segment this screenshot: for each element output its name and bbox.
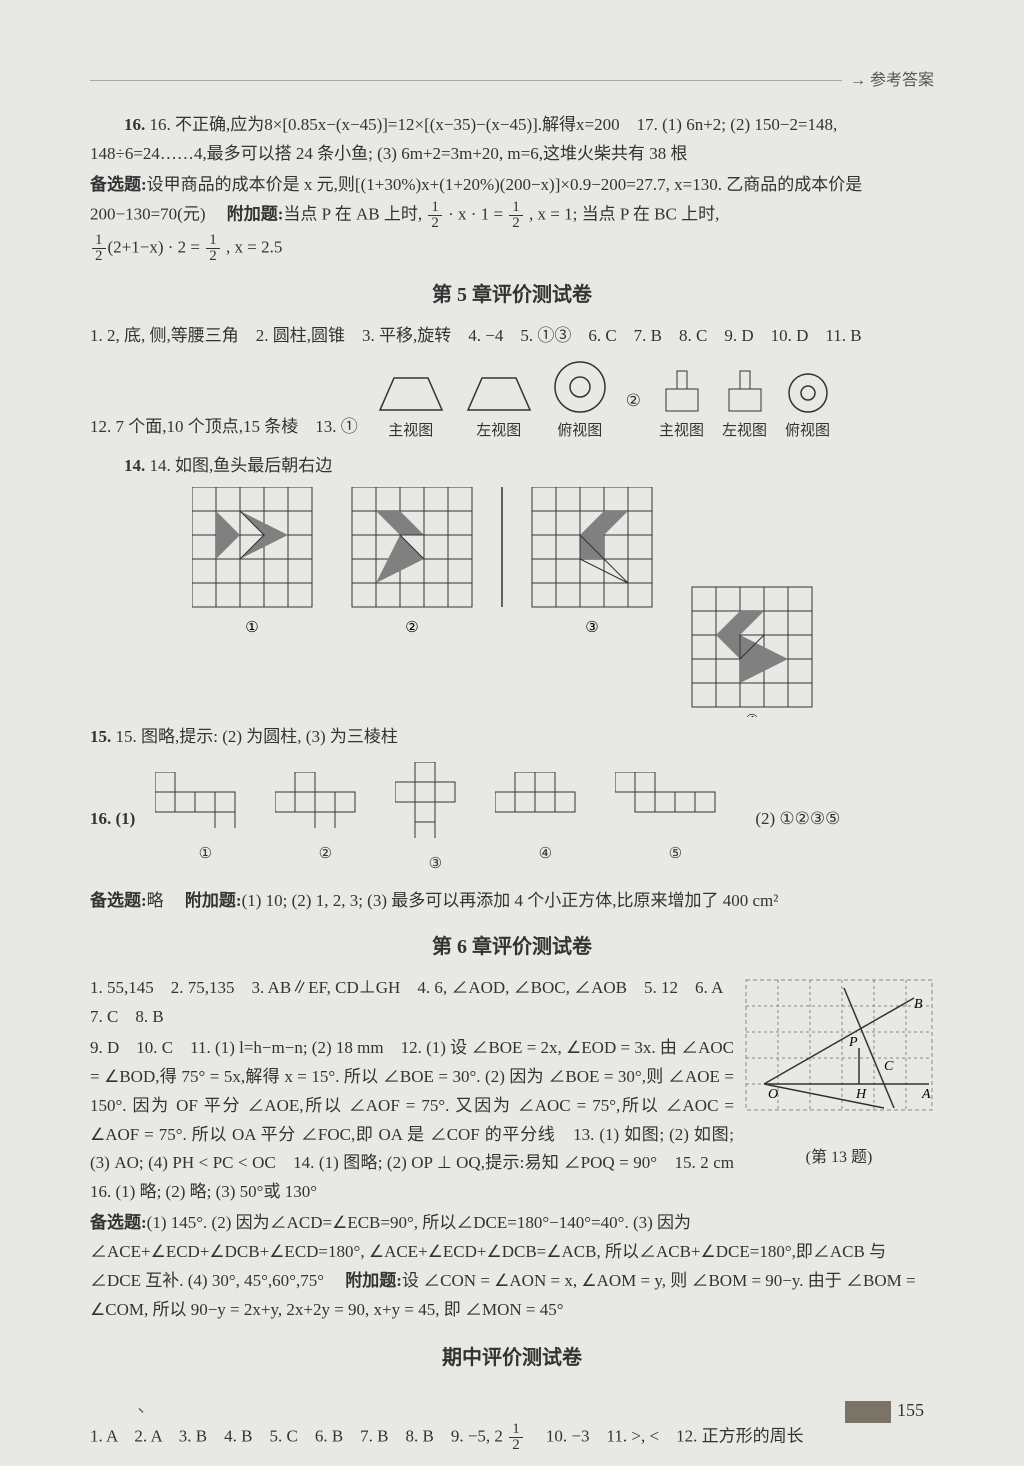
q16-end: (2) ①②③⑤ xyxy=(755,805,840,834)
fish-d-label: ④ xyxy=(745,713,758,717)
left-view-2: 左视图 xyxy=(722,367,767,445)
front-view-2: 主视图 xyxy=(659,367,704,445)
net-2: ② xyxy=(275,772,375,867)
ch5-q16-row: 16. (1) ① ② xyxy=(90,762,934,877)
top-view-2: 俯视图 xyxy=(785,371,830,445)
svg-text:C: C xyxy=(884,1059,894,1074)
svg-text:O: O xyxy=(768,1087,778,1102)
circ2-label: ② xyxy=(626,387,641,416)
header-label: →参考答案 xyxy=(842,67,934,94)
ch6-line3: 备选题:(1) 145°. (2) 因为∠ACD=∠ECB=90°, 所以∠DC… xyxy=(90,1209,934,1325)
page-number: 155 xyxy=(845,1395,924,1426)
q13-figure: O H A B C P (第 13 题) xyxy=(744,978,934,1171)
ch5-line15: 15. 15. 图略,提示: (2) 为圆柱, (3) 为三棱柱 xyxy=(90,723,934,752)
header-rule: →参考答案 xyxy=(90,80,934,81)
svg-text:B: B xyxy=(914,997,923,1012)
svg-text:③: ③ xyxy=(585,620,598,636)
mid-title: 期中评价测试卷 xyxy=(90,1341,934,1375)
left-view-1: 左视图 xyxy=(464,370,534,445)
svg-text:②: ② xyxy=(405,620,418,636)
front-view-1: 主视图 xyxy=(376,370,446,445)
bonus-block1: 备选题:设甲商品的成本价是 x 元,则[(1+30%)x+(1+20%)(200… xyxy=(90,171,934,231)
net-1: ① xyxy=(155,772,255,867)
svg-text:①: ① xyxy=(245,620,258,636)
ch5-line14: 14. 14. 如图,鱼头最后朝右边 xyxy=(90,452,934,481)
svg-text:P: P xyxy=(848,1035,858,1050)
fish-grids: ① ② ③ ④ xyxy=(90,487,934,717)
svg-text:H: H xyxy=(855,1087,867,1102)
ch5-title: 第 5 章评价测试卷 xyxy=(90,278,934,312)
top-view-1: 俯视图 xyxy=(552,359,608,445)
net-5: ⑤ xyxy=(615,772,735,867)
ch5-line1: 1. 2, 底, 侧,等腰三角 2. 圆柱,圆锥 3. 平移,旋转 4. −4 … xyxy=(90,322,934,351)
mid-line1: 1. A 2. A 3. B 4. B 5. C 6. B 7. B 8. B … xyxy=(90,1422,934,1453)
bonus-block1-b: 12(2+1−x) · 2 = 12 , x = 2.5 xyxy=(90,233,934,264)
stray-mark: ﹑ xyxy=(130,1385,934,1422)
svg-text:A: A xyxy=(921,1087,931,1102)
content: 16. 16. 不正确,应为8×[0.85x−(x−45)]=12×[(x−35… xyxy=(90,111,934,1453)
ch5-bonus: 备选题:略 附加题:(1) 10; (2) 1, 2, 3; (3) 最多可以再… xyxy=(90,887,934,916)
net-3: ③ xyxy=(395,762,475,877)
ch5-line12: 12. 7 个面,10 个顶点,15 条棱 13. ① xyxy=(90,413,358,442)
ch6-title: 第 6 章评价测试卷 xyxy=(90,930,934,964)
net-4: ④ xyxy=(495,772,595,867)
ch5-q12-13-row: 12. 7 个面,10 个顶点,15 条棱 13. ① 主视图 左视图 俯视图 … xyxy=(90,359,934,445)
q16-label: 16. (1) xyxy=(90,805,135,834)
q16-17: 16. 16. 不正确,应为8×[0.85x−(x−45)]=12×[(x−35… xyxy=(90,111,934,169)
